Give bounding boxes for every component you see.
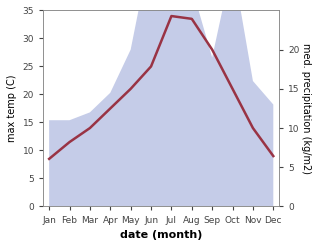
Y-axis label: max temp (C): max temp (C) [7, 75, 17, 142]
Y-axis label: med. precipitation (kg/m2): med. precipitation (kg/m2) [301, 43, 311, 174]
X-axis label: date (month): date (month) [120, 230, 203, 240]
